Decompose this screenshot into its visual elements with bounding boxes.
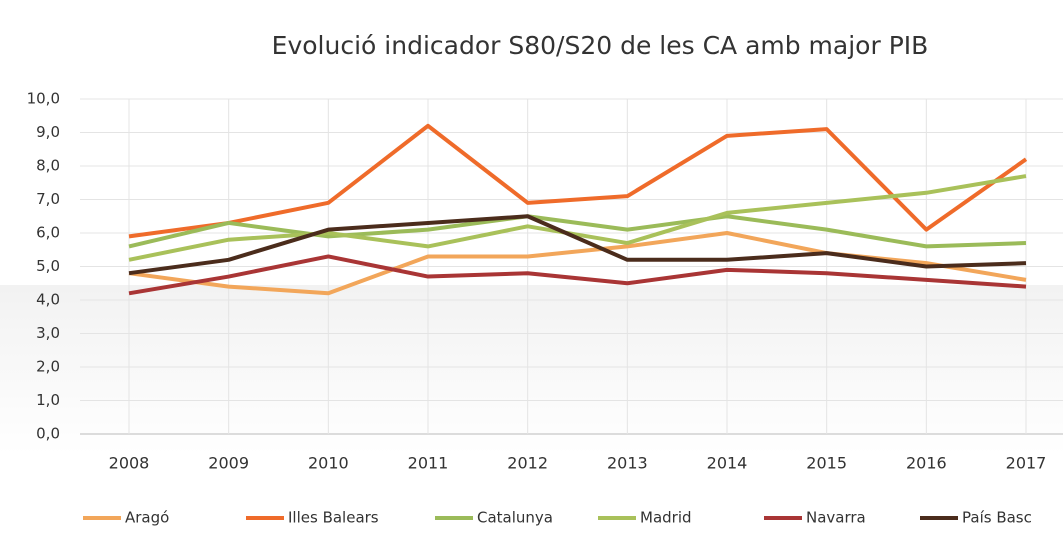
x-tick-label: 2010 [308,454,349,473]
x-tick-label: 2008 [109,454,150,473]
x-tick-label: 2013 [607,454,648,473]
series-line [128,254,1027,296]
x-tick-label: 2017 [1006,454,1047,473]
y-tick-label: 3,0 [36,324,60,342]
y-tick-label: 8,0 [36,157,60,175]
series-line [128,214,1027,249]
series-line [128,174,1027,262]
chart-title: Evolució indicador S80/S20 de les CA amb… [272,31,929,60]
legend-label: Aragó [125,509,169,527]
legend-label: País Basc [962,509,1032,527]
background [0,285,1063,455]
x-tick-label: 2009 [208,454,249,473]
x-tick-label: 2016 [906,454,947,473]
x-tick-label: 2014 [707,454,748,473]
legend-label: Navarra [806,509,866,527]
x-tick-label: 2015 [806,454,847,473]
legend-label: Illes Balears [288,509,379,527]
y-tick-label: 4,0 [36,291,60,309]
y-tick-label: 9,0 [36,123,60,141]
y-tick-label: 1,0 [36,391,60,409]
y-tick-label: 5,0 [36,257,60,275]
series-line [128,123,1028,239]
x-tick-label: 2012 [507,454,548,473]
y-tick-label: 0,0 [36,425,60,443]
series-line [128,214,1027,276]
y-tick-label: 6,0 [36,224,60,242]
legend-label: Madrid [640,509,692,527]
y-tick-label: 7,0 [36,190,60,208]
x-tick-label: 2011 [408,454,449,473]
y-tick-label: 10,0 [27,90,60,108]
legend-label: Catalunya [477,509,553,527]
y-tick-label: 2,0 [36,358,60,376]
